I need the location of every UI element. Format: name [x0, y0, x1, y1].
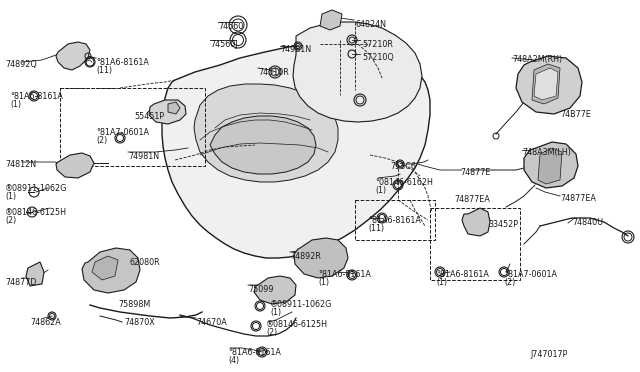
Polygon shape [538, 148, 562, 184]
Text: 33452P: 33452P [488, 220, 518, 229]
Text: (11): (11) [96, 66, 112, 75]
Text: 64824N: 64824N [356, 20, 387, 29]
Polygon shape [462, 208, 490, 236]
Polygon shape [194, 84, 338, 182]
Polygon shape [293, 22, 422, 122]
Text: 74840U: 74840U [572, 218, 603, 227]
Text: 748A2M(RH): 748A2M(RH) [512, 55, 562, 64]
Text: 74877E: 74877E [460, 168, 490, 177]
Text: (2): (2) [96, 136, 108, 145]
Text: 748A3M(LH): 748A3M(LH) [522, 148, 571, 157]
Text: 74892Q: 74892Q [5, 60, 36, 69]
Bar [60, 88, 205, 166]
Text: 57210R: 57210R [362, 40, 393, 49]
Text: °81A6-8161A: °81A6-8161A [318, 270, 371, 279]
Bar [355, 200, 435, 240]
Text: 74670A: 74670A [196, 318, 227, 327]
Text: 74877D: 74877D [5, 278, 36, 287]
Text: 74877EA: 74877EA [560, 194, 596, 203]
Text: (4): (4) [228, 356, 239, 365]
Text: (1): (1) [5, 192, 16, 201]
Text: (2): (2) [504, 278, 515, 287]
Text: ®08911-1062G: ®08911-1062G [270, 300, 332, 309]
Text: ®08146-6125H: ®08146-6125H [266, 320, 328, 329]
Text: (1): (1) [10, 100, 21, 109]
Text: °81A7-0601A: °81A7-0601A [504, 270, 557, 279]
Text: 62080R: 62080R [130, 258, 161, 267]
Text: J747017P: J747017P [530, 350, 568, 359]
Text: °81A6-8161A: °81A6-8161A [10, 92, 63, 101]
Text: (2): (2) [266, 328, 277, 337]
Text: 74892R: 74892R [290, 252, 321, 261]
Text: °81A6-8161A: °81A6-8161A [368, 216, 421, 225]
Polygon shape [162, 43, 430, 258]
Text: °81A6-8161A: °81A6-8161A [228, 348, 281, 357]
Polygon shape [534, 68, 558, 100]
Polygon shape [149, 100, 186, 124]
Polygon shape [524, 142, 578, 188]
Text: 74560: 74560 [218, 22, 243, 31]
Text: 75898M: 75898M [118, 300, 150, 309]
Text: 753C6: 753C6 [390, 162, 416, 171]
Text: 75099: 75099 [248, 285, 273, 294]
Text: °81A6-8161A: °81A6-8161A [436, 270, 489, 279]
Text: 74877EA: 74877EA [454, 195, 490, 204]
Text: 74981N: 74981N [128, 152, 159, 161]
Text: 57210Q: 57210Q [362, 53, 394, 62]
Text: (11): (11) [368, 224, 384, 233]
Text: (1): (1) [270, 308, 281, 317]
Text: (1): (1) [375, 186, 386, 195]
Polygon shape [254, 276, 296, 304]
Polygon shape [320, 10, 342, 30]
Text: 74862A: 74862A [30, 318, 61, 327]
Text: 74510R: 74510R [258, 68, 289, 77]
Text: 55451P: 55451P [134, 112, 164, 121]
Text: 74812N: 74812N [5, 160, 36, 169]
Text: (1): (1) [436, 278, 447, 287]
Polygon shape [56, 42, 90, 70]
Polygon shape [532, 64, 560, 104]
Text: °81A7-0601A: °81A7-0601A [96, 128, 149, 137]
Polygon shape [210, 116, 316, 174]
Text: (2): (2) [5, 216, 16, 225]
Polygon shape [26, 262, 44, 286]
Text: 74B77E: 74B77E [560, 110, 591, 119]
Polygon shape [516, 56, 582, 114]
Polygon shape [92, 256, 118, 280]
Polygon shape [82, 248, 140, 293]
Polygon shape [294, 238, 348, 278]
Text: 74560J: 74560J [210, 40, 237, 49]
Text: °81A6-8161A: °81A6-8161A [96, 58, 149, 67]
Polygon shape [56, 153, 94, 178]
Text: (1): (1) [318, 278, 329, 287]
Text: ®08911-1062G: ®08911-1062G [5, 184, 67, 193]
Polygon shape [168, 102, 180, 114]
Bar [430, 208, 520, 280]
Text: ®08146-6125H: ®08146-6125H [5, 208, 67, 217]
Text: °08146-6162H: °08146-6162H [375, 178, 433, 187]
Text: 74870X: 74870X [124, 318, 155, 327]
Text: 74981N: 74981N [280, 45, 311, 54]
